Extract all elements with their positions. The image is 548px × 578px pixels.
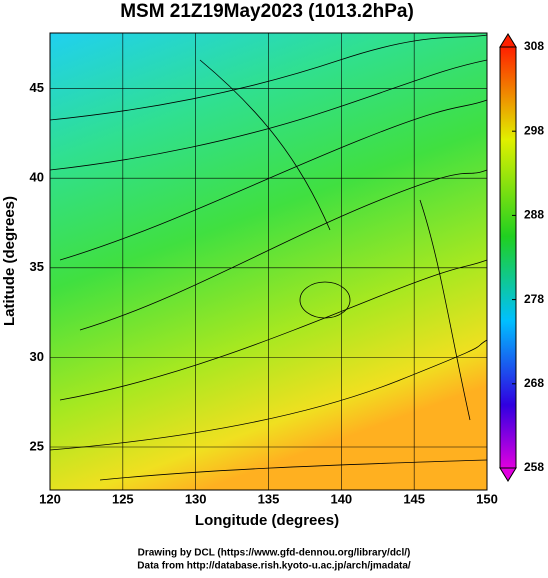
y-axis-label: Latitude (degrees) — [1, 196, 18, 326]
x-tick-label: 145 — [403, 491, 425, 506]
y-tick-label: 25 — [30, 438, 44, 453]
credit: Drawing by DCL (https://www.gfd-dennou.o… — [138, 548, 411, 559]
colorbar-tick-label: 308 — [524, 39, 544, 53]
y-tick-label: 35 — [30, 259, 44, 274]
x-axis-label: Longitude (degrees) — [195, 512, 339, 529]
colorbar-tick-label: 258 — [524, 460, 544, 474]
y-tick-label: 40 — [30, 170, 44, 185]
colorbar-tick-label: 288 — [524, 208, 544, 222]
colorbar — [499, 46, 517, 469]
x-tick-label: 120 — [39, 491, 61, 506]
colorbar-min-arrow — [499, 467, 517, 482]
y-tick-label: 30 — [30, 349, 44, 364]
x-tick-label: 135 — [258, 491, 280, 506]
colorbar-tick-label: 268 — [524, 376, 544, 390]
colorbar-tick-label: 278 — [524, 292, 544, 306]
x-tick-label: 140 — [330, 491, 352, 506]
colorbar-max-arrow — [499, 33, 517, 48]
streamlines — [49, 34, 488, 481]
colorbar-tick-label: 298 — [524, 123, 544, 137]
x-tick-label: 130 — [185, 491, 207, 506]
x-tick-label: 150 — [476, 491, 498, 506]
credit: Data from http://database.rish.kyoto-u.a… — [137, 561, 411, 572]
x-tick-label: 125 — [112, 491, 134, 506]
y-tick-label: 45 — [30, 80, 44, 95]
chart-title: MSM 21Z19May2023 (1013.2hPa) — [120, 1, 414, 22]
